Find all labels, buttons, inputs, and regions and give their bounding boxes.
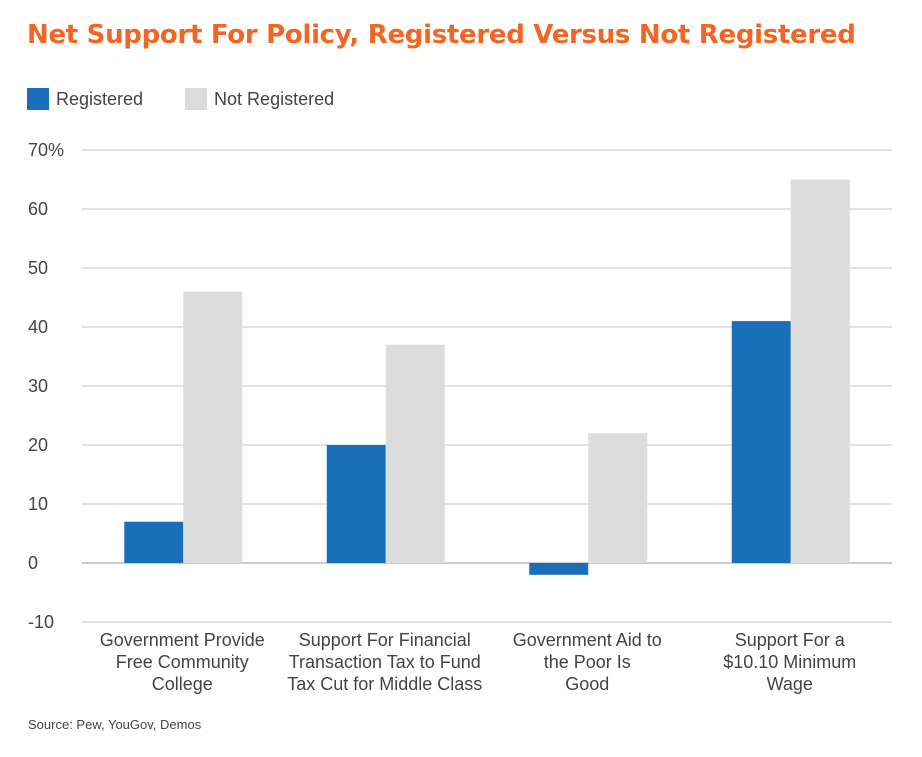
bar-not-registered (385, 344, 445, 563)
legend-item-registered: Registered (27, 88, 143, 110)
bar-registered (731, 321, 791, 563)
y-tick-label: 20 (28, 435, 48, 455)
x-category-label: Support For Financial Transaction Tax to … (287, 630, 482, 694)
y-tick-label: 70% (28, 140, 64, 160)
legend-swatch-registered (27, 88, 49, 110)
y-tick-label: 40 (28, 317, 48, 337)
source-note: Source: Pew, YouGov, Demos (28, 717, 202, 732)
bar-not-registered (790, 179, 850, 563)
y-tick-label: 60 (28, 199, 48, 219)
legend-swatch-not-registered (185, 88, 208, 110)
legend-item-not-registered: Not Registered (185, 88, 334, 110)
x-category-label: Support For a $10.10 Minimum Wage (723, 630, 856, 694)
y-tick-label: 50 (28, 258, 48, 278)
bar-registered (326, 445, 386, 563)
y-tick-label: 0 (28, 553, 38, 573)
x-category-label: Government Aid to the Poor Is Good (513, 630, 662, 694)
bar-not-registered (588, 433, 648, 563)
chart-title: Net Support For Policy, Registered Versu… (27, 20, 856, 50)
bar-registered (124, 521, 184, 563)
y-tick-label: 30 (28, 376, 48, 396)
bar-not-registered (183, 291, 243, 563)
legend-label-not-registered: Not Registered (214, 88, 335, 109)
legend-label-registered: Registered (56, 88, 144, 109)
x-category-label: Government Provide Free Community College (100, 630, 265, 694)
y-tick-label: 10 (28, 494, 48, 514)
legend: Registered Not Registered (27, 88, 376, 110)
y-tick-label: -10 (28, 612, 54, 632)
bar-registered (529, 563, 589, 575)
